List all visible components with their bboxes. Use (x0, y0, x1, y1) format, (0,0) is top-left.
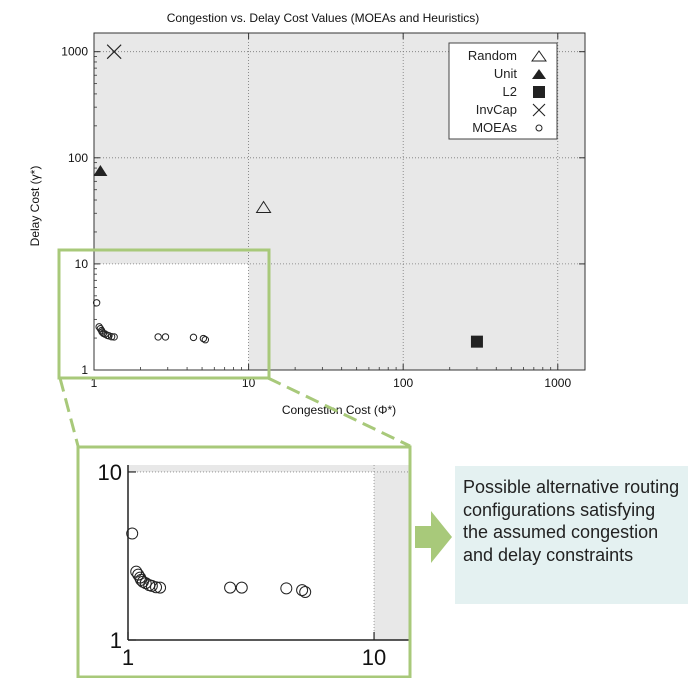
callout-text: Possible alternative routing configurati… (463, 477, 680, 565)
legend-marker-l2 (533, 86, 545, 98)
legend-label-invcap: InvCap (476, 102, 517, 117)
data-point-unit (93, 165, 108, 177)
zoom-inset-frame (76, 445, 412, 678)
legend-marker-invcap (532, 103, 546, 117)
data-point-moeas (161, 333, 170, 341)
x-axis-label: Congestion Cost (Φ*) (282, 403, 396, 417)
legend-marker-moeas (535, 124, 543, 132)
data-point-moeas (189, 333, 198, 342)
data-point-moeas (107, 332, 116, 341)
legend-entry-moeas: MOEAs (472, 120, 543, 135)
feasible-region (94, 263, 249, 370)
inset-data-point-moeas (154, 581, 167, 594)
y-axis-label: Delay Cost (γ*) (28, 166, 42, 247)
legend: Random Unit L2 InvCap MOEAs (448, 42, 558, 140)
data-point-l2 (470, 335, 483, 348)
legend-entry-l2: L2 (503, 84, 545, 99)
y-tick-label: 1 (81, 363, 88, 377)
legend-entry-random: Random (468, 48, 547, 63)
inset-x-tick-label: 10 (362, 645, 386, 670)
legend-entry-invcap: InvCap (476, 102, 546, 117)
callout-box: Possible alternative routing configurati… (455, 466, 688, 604)
data-point-moeas (92, 299, 101, 307)
legend-marker-random (531, 50, 547, 62)
legend-label-l2: L2 (503, 84, 517, 99)
x-tick-label: 100 (393, 376, 413, 390)
highlight-region-frame (57, 248, 271, 380)
inset-data-point-moeas (139, 577, 152, 590)
y-tick-label: 1000 (61, 45, 88, 59)
chart-title: Congestion vs. Delay Cost Values (MOEAs … (167, 11, 480, 25)
data-point-moeas (199, 334, 208, 343)
callout-arrow (415, 511, 452, 563)
zoom-connector-left (58, 377, 80, 447)
data-point-random (255, 200, 272, 214)
inset-data-point-moeas (280, 582, 293, 595)
legend-label-random: Random (468, 48, 517, 63)
legend-label-unit: Unit (494, 66, 518, 81)
data-point-moeas (201, 336, 210, 344)
legend-entry-unit: Unit (494, 66, 546, 81)
inset-data-point-moeas (296, 584, 309, 597)
inset-y-tick-label: 1 (110, 628, 122, 653)
inset-data-point-moeas (235, 581, 248, 594)
x-tick-label: 1000 (544, 376, 571, 390)
y-tick-label: 10 (75, 257, 89, 271)
inset-data-point-moeas (150, 581, 163, 594)
inset-y-tick-label: 10 (98, 460, 122, 485)
zoom-connector-right (267, 376, 411, 448)
inset-data-point-moeas (224, 581, 237, 594)
legend-label-moeas: MOEAs (472, 120, 517, 135)
data-point-invcap (106, 44, 122, 60)
data-point-moeas (110, 333, 118, 341)
data-point-moeas (154, 333, 162, 341)
x-tick-label: 1 (91, 376, 98, 390)
inset-feasible-region (128, 471, 375, 640)
inset-data-point-moeas (126, 527, 139, 540)
inset-data-point-moeas (299, 586, 312, 599)
inset-x-tick-label: 1 (122, 645, 134, 670)
legend-marker-unit (532, 69, 546, 79)
plot-frame (93, 32, 586, 371)
inset-plot: 1 10 1 10 (98, 460, 410, 670)
y-tick-label: 100 (68, 151, 88, 165)
